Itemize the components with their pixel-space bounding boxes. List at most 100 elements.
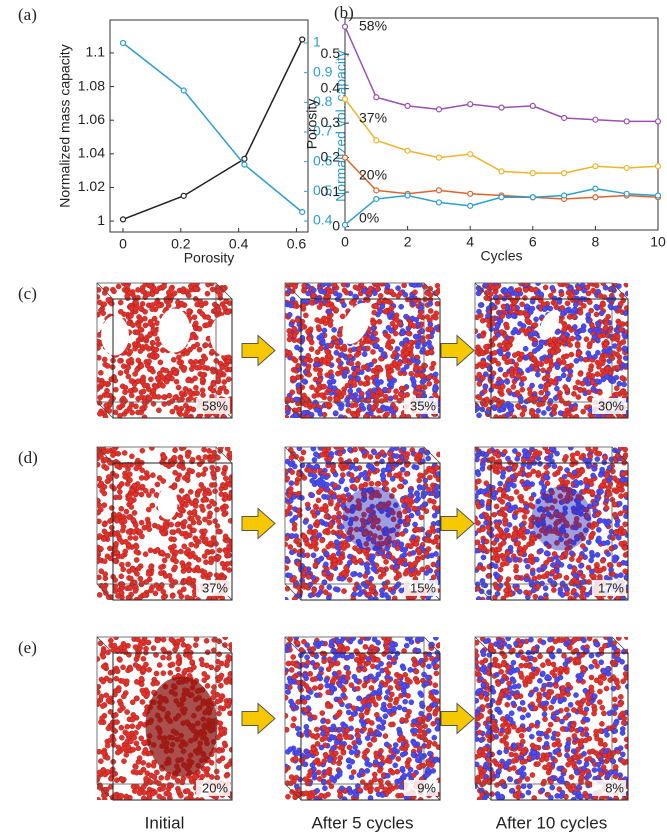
atom — [135, 287, 140, 292]
atom — [394, 313, 399, 318]
atom — [133, 535, 138, 540]
atom — [622, 346, 627, 351]
atom — [503, 521, 508, 526]
atom — [288, 447, 293, 452]
atom — [177, 408, 182, 413]
atom — [111, 289, 116, 294]
atom-box: 15% — [283, 444, 443, 602]
atom — [530, 306, 535, 311]
atom — [191, 407, 196, 412]
atom — [221, 414, 226, 419]
atom — [307, 529, 312, 534]
atom — [405, 461, 410, 466]
atom — [214, 507, 219, 512]
atom — [581, 409, 586, 414]
atom — [287, 312, 292, 317]
atom — [111, 447, 116, 452]
atom — [334, 540, 339, 545]
point — [530, 195, 535, 200]
atom — [188, 395, 193, 400]
atom — [97, 592, 102, 597]
atom — [119, 574, 124, 579]
atom — [604, 505, 609, 510]
atom — [552, 472, 557, 477]
atom — [592, 335, 597, 340]
atom — [428, 350, 433, 355]
atom — [203, 301, 208, 306]
atom — [283, 469, 288, 474]
atom — [476, 596, 481, 601]
atom — [498, 481, 503, 486]
atom — [559, 477, 564, 482]
atom — [108, 460, 113, 465]
atom — [200, 388, 205, 393]
point — [656, 119, 661, 124]
atom — [615, 334, 620, 339]
atom — [212, 489, 217, 494]
atom — [506, 313, 511, 318]
atom — [200, 311, 205, 316]
atom — [614, 386, 619, 391]
atom — [406, 518, 411, 523]
atom — [541, 410, 546, 415]
atom — [604, 374, 609, 379]
atom — [105, 363, 110, 368]
point — [562, 193, 567, 198]
atom — [359, 391, 364, 396]
atom — [172, 448, 177, 453]
atom — [386, 373, 391, 378]
atom — [379, 550, 384, 555]
atom — [564, 387, 569, 392]
atom — [394, 454, 399, 459]
atom — [127, 478, 132, 483]
atom — [355, 361, 360, 366]
atom — [187, 524, 192, 529]
atom — [390, 556, 395, 561]
atom — [122, 519, 127, 524]
atom — [345, 543, 350, 548]
atom — [372, 388, 377, 393]
atom — [387, 465, 392, 470]
atom — [118, 309, 123, 314]
atom — [212, 482, 217, 487]
atom — [396, 293, 401, 298]
atom — [336, 511, 341, 516]
atom — [576, 351, 581, 356]
atom — [522, 448, 527, 453]
atom — [547, 339, 552, 344]
porosity-label: 15% — [410, 580, 436, 595]
atom — [338, 555, 343, 560]
point — [436, 155, 441, 160]
atom — [216, 377, 221, 382]
atom — [531, 492, 536, 497]
atom — [187, 510, 192, 515]
atom — [351, 597, 356, 602]
atom — [581, 586, 586, 591]
atom — [539, 480, 544, 485]
atom — [609, 457, 614, 462]
atom — [389, 306, 394, 311]
atom — [598, 568, 603, 573]
atom — [519, 382, 524, 387]
atom — [565, 301, 570, 306]
atom — [121, 524, 126, 529]
atom — [220, 482, 225, 487]
atom — [530, 456, 535, 461]
atom — [422, 502, 427, 507]
atom — [606, 551, 611, 556]
atom — [171, 537, 176, 542]
atom — [528, 366, 533, 371]
atom — [506, 343, 511, 348]
atom — [101, 311, 106, 316]
atom — [322, 529, 327, 534]
atom — [113, 410, 118, 415]
atom — [604, 473, 609, 478]
atom — [414, 372, 419, 377]
pore-shadow — [343, 487, 403, 551]
atom — [105, 392, 110, 397]
atom — [593, 446, 598, 451]
atom — [156, 342, 161, 347]
y-tick-label: 1.08 — [78, 77, 105, 93]
atom — [185, 450, 190, 455]
atom — [95, 377, 100, 382]
